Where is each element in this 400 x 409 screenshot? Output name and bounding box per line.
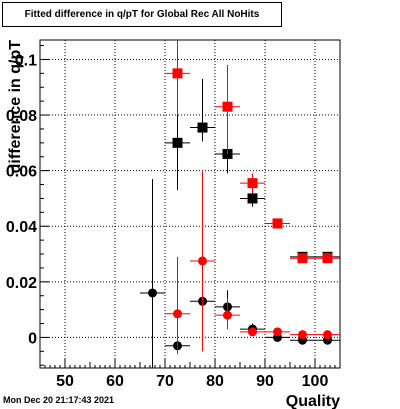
grid	[40, 40, 340, 368]
data-points	[140, 40, 340, 368]
circle-marker	[148, 288, 157, 298]
y-tick-label: 0.1	[15, 52, 37, 69]
y-tick-label: 0.02	[6, 275, 37, 292]
plot-frame	[39, 39, 341, 369]
circle-marker	[223, 310, 232, 320]
square-marker	[172, 68, 183, 79]
series-0	[165, 40, 340, 262]
x-axis-title: Quality	[286, 393, 340, 409]
circle-marker	[273, 327, 282, 337]
y-axis-title: difference in q/pT	[7, 40, 24, 174]
square-marker	[247, 178, 258, 189]
x-tick-label: 80	[206, 373, 224, 390]
circle-marker	[198, 256, 207, 266]
x-tick-label: 70	[156, 373, 174, 390]
series-1	[165, 40, 340, 264]
plot-title: Fitted difference in q/pT for Global Rec…	[2, 2, 282, 27]
x-tick-label: 50	[56, 373, 74, 390]
square-marker	[197, 122, 208, 133]
series-3	[165, 170, 340, 355]
y-tick-label: 0	[28, 330, 37, 347]
circle-marker	[248, 327, 257, 337]
series-2	[140, 178, 340, 368]
square-marker	[322, 253, 333, 264]
square-marker	[172, 137, 183, 148]
circle-marker	[323, 330, 332, 340]
circle-marker	[173, 309, 182, 319]
square-marker	[247, 193, 258, 204]
x-tick-label: 60	[106, 373, 124, 390]
circle-marker	[298, 330, 307, 340]
y-tick-label: 0.06	[6, 164, 37, 181]
x-tick-label: 90	[256, 373, 274, 390]
axis-ticks: 50 60 70 80 90 100 0 0.02 0.04 0.06 0.08 0.1	[6, 45, 336, 390]
y-tick-label: 0.04	[6, 219, 37, 236]
x-tick-label: 100	[302, 373, 329, 390]
square-marker	[222, 101, 233, 112]
square-marker	[297, 253, 308, 264]
y-tick-label: 0.08	[6, 108, 37, 125]
date-stamp: Mon Dec 20 21:17:43 2021	[3, 395, 115, 405]
square-marker	[272, 218, 283, 229]
